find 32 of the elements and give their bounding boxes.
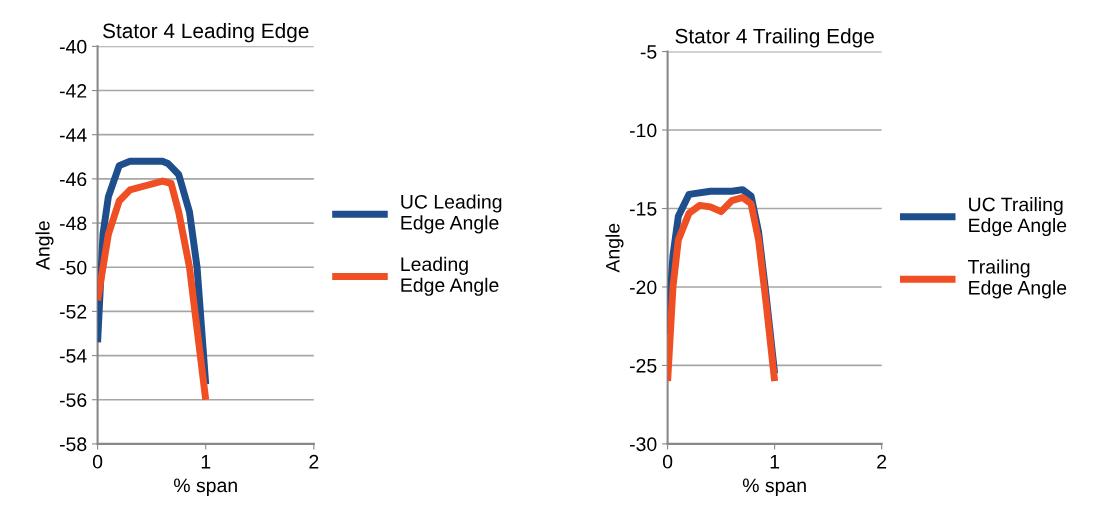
chart-title: Stator 4 Leading Edge xyxy=(103,22,309,43)
y-tick-label: -52 xyxy=(59,304,87,319)
x-axis-title: % span xyxy=(173,478,237,497)
y-tick-label: -10 xyxy=(629,123,657,138)
legend-label: Trailing Edge Angle xyxy=(968,259,1067,299)
y-axis-title: Angle xyxy=(35,221,54,270)
chart-title: Stator 4 Trailing Edge xyxy=(675,28,874,48)
x-tick-label: 0 xyxy=(662,454,673,469)
x-tick-label: 0 xyxy=(92,454,103,469)
y-axis-title: Angle xyxy=(605,223,624,273)
y-tick-label: -40 xyxy=(59,39,87,54)
y-tick-label: -54 xyxy=(59,349,87,363)
y-tick-label: -50 xyxy=(59,260,87,275)
y-tick-label: -15 xyxy=(629,202,657,216)
x-tick-label: 1 xyxy=(770,455,780,469)
legend-label: UC Leading Edge Angle xyxy=(401,194,502,234)
x-tick-label: 2 xyxy=(877,454,887,469)
x-axis-title: % span xyxy=(742,478,806,497)
legend-label: UC Trailing Edge Angle xyxy=(969,197,1067,237)
legend-label: Leading Edge Angle xyxy=(401,256,499,296)
x-tick-label: 2 xyxy=(309,454,319,469)
y-tick-label: -42 xyxy=(59,84,87,98)
y-tick-label: -20 xyxy=(629,280,657,295)
y-tick-label: -5 xyxy=(640,45,657,59)
x-tick-label: 1 xyxy=(201,455,211,469)
y-tick-label: -56 xyxy=(59,393,87,407)
y-tick-label: -44 xyxy=(59,128,87,142)
y-tick-label: -25 xyxy=(629,358,657,373)
y-tick-label: -58 xyxy=(59,437,87,452)
y-tick-label: -48 xyxy=(59,216,87,231)
y-tick-label: -46 xyxy=(59,172,87,187)
y-tick-label: -30 xyxy=(629,437,657,452)
